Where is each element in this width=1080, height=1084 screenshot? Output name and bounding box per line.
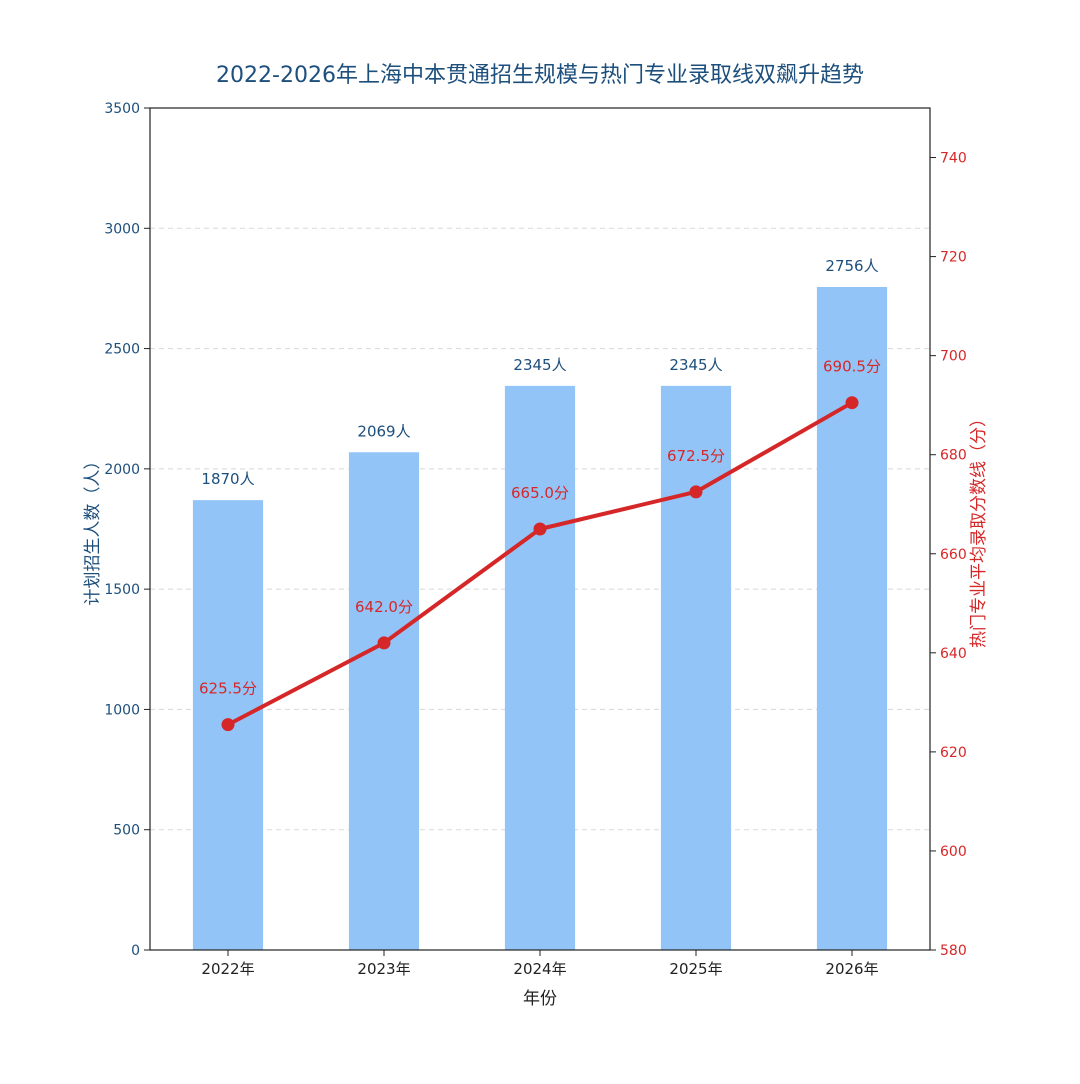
right-tick-label: 660 (940, 547, 967, 563)
right-tick-label: 720 (940, 250, 967, 266)
left-tick-label: 500 (113, 823, 140, 839)
line-series (221, 396, 859, 732)
bar-value-label: 2345人 (513, 356, 566, 374)
bar-value-label: 2069人 (357, 422, 410, 440)
right-y-axis-label: 热门专业平均录取分数线（分） (969, 410, 989, 648)
bar-series (192, 286, 888, 951)
x-tick-label: 2022年 (201, 960, 254, 978)
line-value-label: 642.0分 (355, 598, 413, 616)
right-tick-label: 640 (940, 646, 967, 662)
bar-value-labels: 1870人 2069人 2345人 2345人 2756人 (201, 257, 878, 488)
x-axis-label: 年份 (523, 989, 557, 1009)
left-tick-label: 1500 (104, 582, 140, 598)
left-tick-label: 2000 (104, 462, 140, 478)
line-point (689, 485, 703, 499)
right-y-axis: 580 600 620 640 660 680 700 720 740 (930, 151, 967, 959)
left-tick-label: 3500 (104, 101, 140, 117)
line-point (845, 396, 859, 410)
right-tick-label: 620 (940, 745, 967, 761)
right-tick-label: 700 (940, 349, 967, 365)
bar (348, 452, 420, 950)
line-value-labels: 625.5分 642.0分 665.0分 672.5分 690.5分 (199, 358, 881, 698)
x-tick-label: 2025年 (669, 960, 722, 978)
x-tick-label: 2023年 (357, 960, 410, 978)
bar-value-label: 2345人 (669, 356, 722, 374)
bar (504, 385, 576, 950)
bar-value-label: 2756人 (825, 257, 878, 275)
line-value-label: 672.5分 (667, 447, 725, 465)
right-tick-label: 740 (940, 151, 967, 167)
right-tick-label: 600 (940, 844, 967, 860)
left-y-axis: 0 500 1000 1500 2000 2500 3000 3500 (104, 101, 150, 959)
right-tick-label: 580 (940, 943, 967, 959)
right-tick-label: 680 (940, 448, 967, 464)
left-tick-label: 3000 (104, 221, 140, 237)
left-tick-label: 2500 (104, 342, 140, 358)
line-value-label: 665.0分 (511, 484, 569, 502)
bar (816, 286, 888, 951)
line-value-label: 625.5分 (199, 680, 257, 698)
line-point (377, 636, 391, 650)
bar-value-label: 1870人 (201, 470, 254, 488)
bar (660, 385, 732, 950)
left-tick-label: 1000 (104, 702, 140, 718)
left-tick-label: 0 (131, 943, 140, 959)
x-tick-label: 2026年 (825, 960, 878, 978)
chart-title: 2022-2026年上海中本贯通招生规模与热门专业录取线双飙升趋势 (216, 63, 864, 88)
line-point (221, 718, 235, 732)
line-value-label: 690.5分 (823, 358, 881, 376)
line-point (533, 522, 547, 536)
x-tick-label: 2024年 (513, 960, 566, 978)
x-axis: 2022年 2023年 2024年 2025年 2026年 (201, 950, 879, 978)
left-y-axis-label: 计划招生人数（人） (83, 453, 103, 606)
